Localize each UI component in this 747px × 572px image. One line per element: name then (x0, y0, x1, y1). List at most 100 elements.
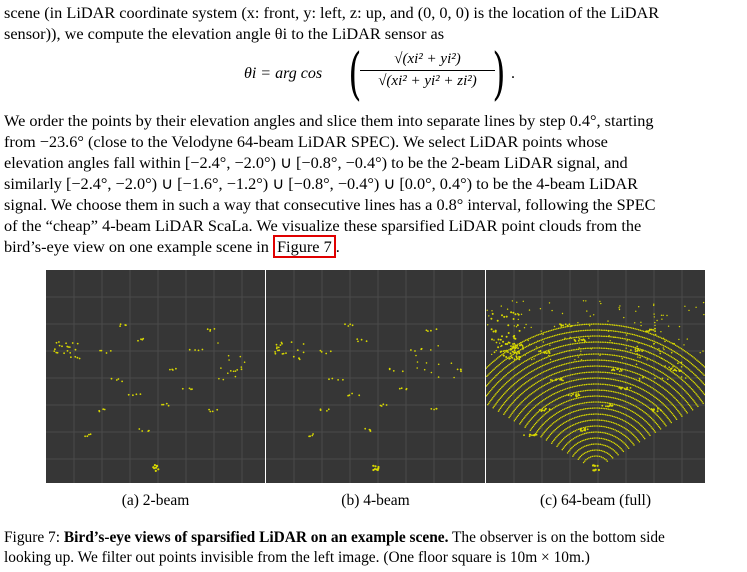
lidar-point (551, 400, 554, 403)
lidar-point (567, 450, 570, 453)
lidar-point (581, 347, 583, 350)
lidar-point (604, 377, 606, 380)
lidar-point (659, 343, 662, 345)
lidar-point (676, 345, 678, 347)
lidar-point (643, 343, 646, 345)
lidar-point (656, 335, 658, 337)
lidar-point (587, 432, 589, 434)
lidar-point (574, 359, 576, 361)
lidar-point (549, 344, 551, 347)
lidar-point (493, 395, 495, 398)
lidar-point (585, 341, 588, 344)
lidar-point (604, 407, 606, 410)
lidar-point (544, 408, 547, 411)
lidar-point (619, 411, 621, 414)
lidar-point (591, 455, 594, 458)
lidar-point (637, 430, 639, 432)
lidar-point (667, 340, 669, 342)
lidar-point (655, 354, 658, 357)
lidar-point (542, 378, 545, 380)
lidar-point (493, 385, 495, 388)
lidar-point (686, 351, 689, 354)
lidar-point (528, 411, 531, 413)
lidar-point (624, 394, 627, 396)
lidar-point (577, 428, 580, 430)
lidar-point (689, 386, 691, 389)
lidar-point (650, 417, 653, 420)
lidar-point (673, 357, 676, 360)
lidar-point (666, 390, 669, 393)
lidar-point (616, 398, 618, 400)
lidar-point (636, 345, 638, 348)
lidar-point (585, 353, 588, 356)
lidar-point (700, 399, 702, 402)
lidar-point (638, 335, 641, 337)
figure-7-link[interactable]: Figure 7 (273, 235, 336, 258)
lidar-point (119, 323, 122, 326)
lidar-point (624, 381, 627, 384)
lidar-point (626, 332, 629, 334)
lidar-point (275, 343, 278, 346)
lidar-point (240, 368, 243, 371)
lidar-point (564, 414, 567, 417)
lidar-point (509, 357, 511, 360)
lidar-point (586, 419, 588, 422)
lidar-point (546, 337, 549, 339)
lidar-point (560, 402, 563, 405)
lidar-point (689, 353, 691, 356)
lidar-point (536, 334, 538, 337)
lidar-point (620, 369, 623, 372)
lidar-point (567, 434, 569, 436)
lidar-point (685, 358, 687, 361)
lidar-point (522, 347, 525, 349)
lidar-point (546, 411, 548, 414)
lidar-point (523, 368, 526, 370)
lidar-point (516, 372, 519, 375)
lidar-point (530, 418, 533, 420)
lidar-point (589, 329, 592, 331)
lidar-point (603, 432, 605, 434)
lidar-point (517, 396, 519, 398)
lidar-point (690, 355, 693, 357)
lidar-point (658, 384, 660, 386)
lidar-point (534, 389, 537, 392)
lidar-point (613, 442, 616, 445)
lidar-point (617, 423, 619, 426)
lidar-point (659, 370, 662, 373)
lidar-point (637, 360, 640, 362)
lidar-point (612, 390, 615, 393)
figure-caption-line-2: looking up. We filter out points invisib… (4, 549, 590, 566)
lidar-point (619, 399, 622, 401)
lidar-point (611, 348, 613, 350)
lidar-point (558, 390, 560, 393)
lidar-point (651, 409, 653, 412)
lidar-point (676, 400, 679, 402)
lidar-point (620, 325, 623, 327)
lidar-point (486, 383, 489, 386)
lidar-point (561, 325, 563, 327)
lidar-point (577, 330, 580, 332)
lidar-point (574, 429, 577, 432)
lidar-point (516, 344, 519, 347)
lidar-point (611, 354, 614, 356)
lidar-point (600, 389, 603, 391)
lidar-point (504, 367, 506, 369)
lidar-point (634, 350, 637, 353)
lidar-point (425, 362, 428, 364)
lidar-point (637, 406, 639, 409)
lidar-point (550, 329, 553, 331)
lidar-point (670, 421, 673, 424)
lidar-point (676, 359, 679, 362)
lidar-point (614, 397, 617, 400)
lidar-point (651, 427, 653, 429)
lidar-point (276, 346, 278, 349)
lidar-point (526, 396, 529, 398)
lidar-point (528, 435, 531, 438)
lidar-point (71, 342, 74, 344)
lidar-point (511, 350, 514, 353)
lidar-point (498, 389, 501, 391)
lidar-point (595, 437, 597, 439)
lidar-point (503, 351, 506, 354)
lidar-point (652, 428, 655, 431)
lidar-point (559, 432, 562, 434)
